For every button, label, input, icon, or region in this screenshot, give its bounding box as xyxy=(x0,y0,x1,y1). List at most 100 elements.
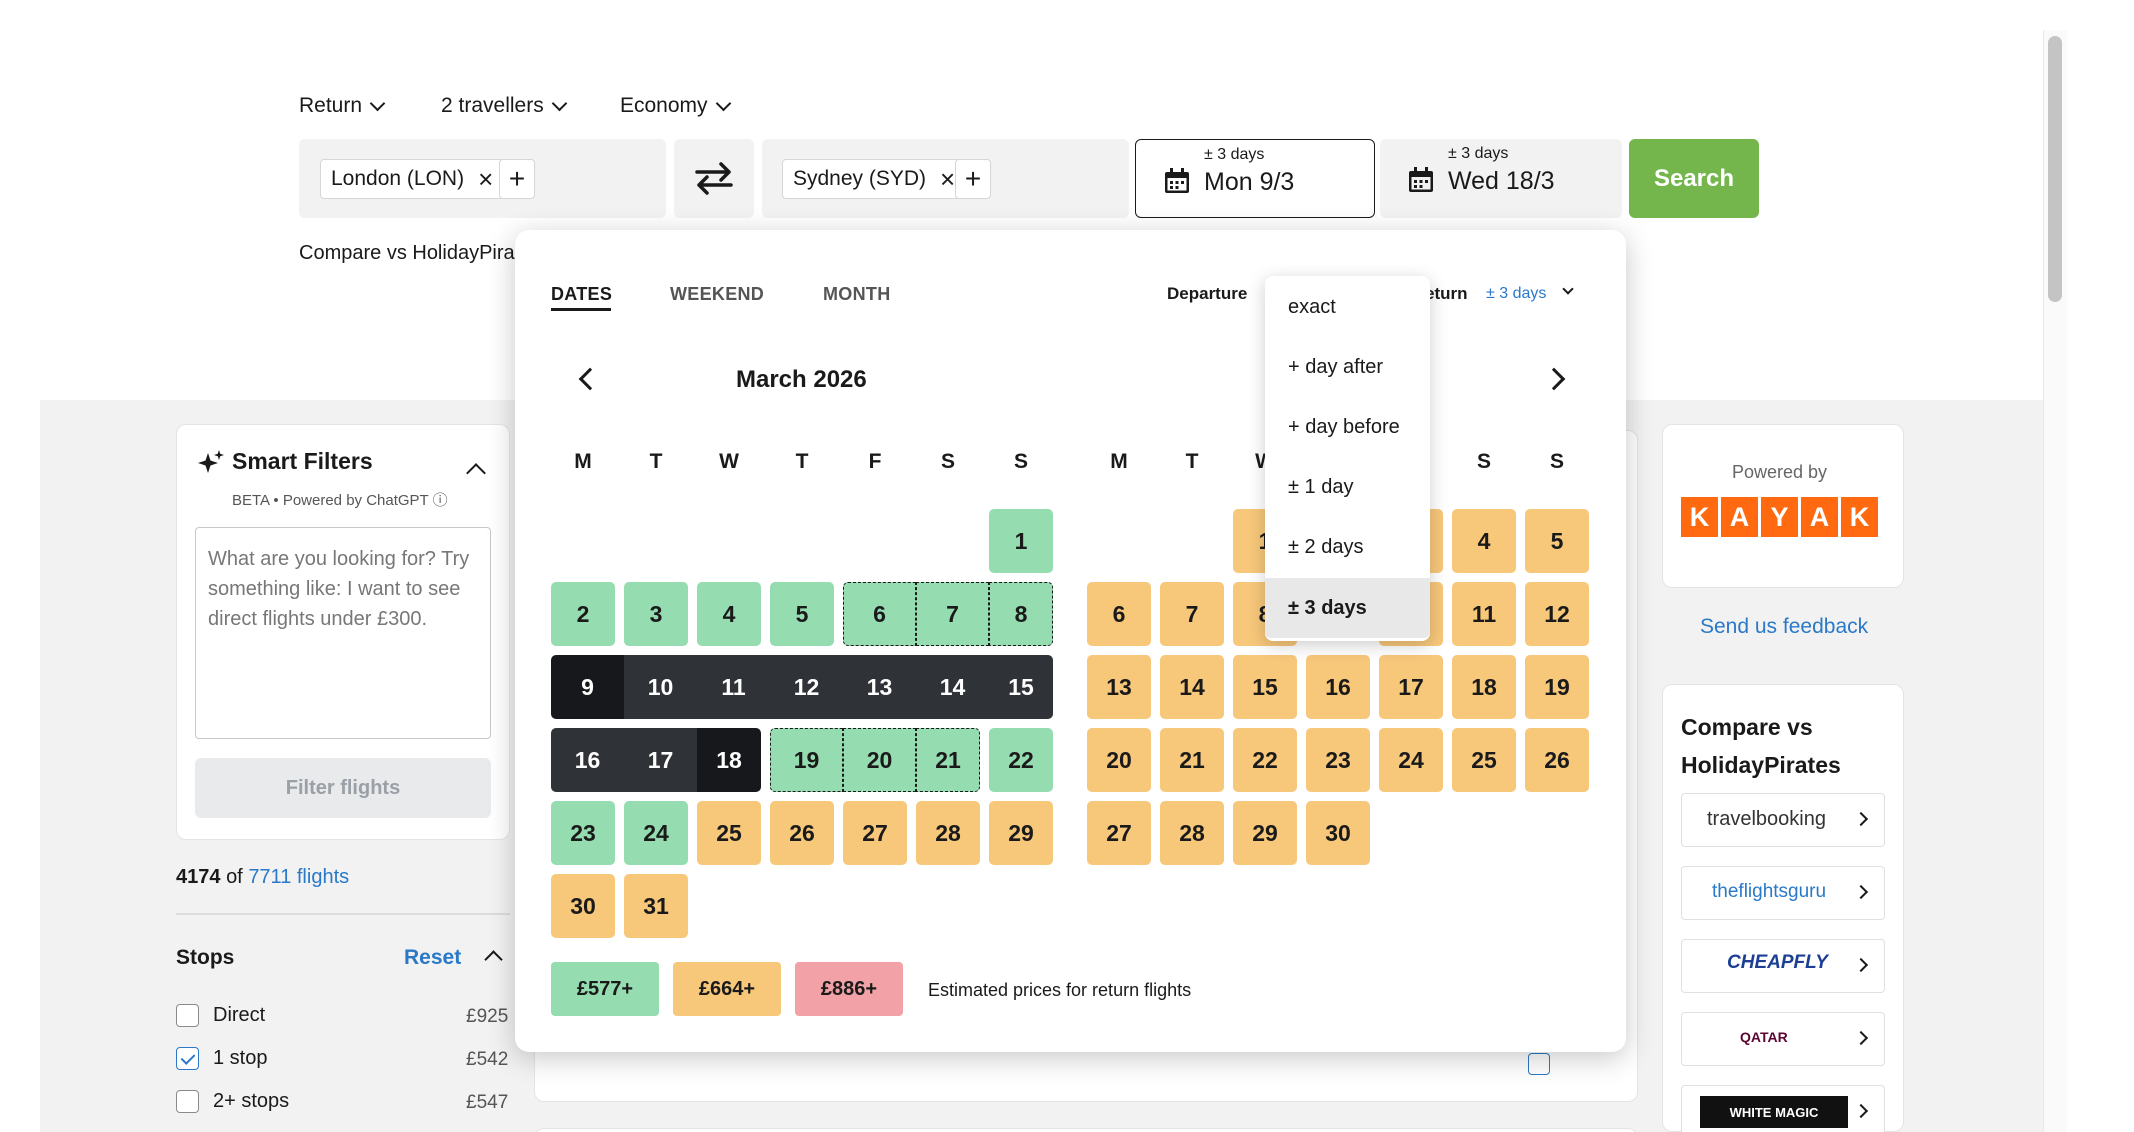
calendar-day[interactable]: 13 xyxy=(1087,655,1151,719)
calendar-day[interactable]: 15 xyxy=(989,655,1053,719)
calendar-day[interactable]: 31 xyxy=(624,874,688,938)
calendar-day[interactable]: 28 xyxy=(916,801,980,865)
checkbox[interactable] xyxy=(1528,1053,1550,1075)
calendar-day[interactable]: 7 xyxy=(1160,582,1224,646)
calendar-day[interactable]: 8 xyxy=(989,582,1053,646)
send-feedback-link[interactable]: Send us feedback xyxy=(1700,615,1869,638)
destination-field[interactable]: Sydney (SYD) × + xyxy=(762,139,1129,218)
add-destination-button[interactable]: + xyxy=(955,159,991,199)
calendar-day[interactable]: 20 xyxy=(1087,728,1151,792)
calendar-day[interactable]: 6 xyxy=(1087,582,1151,646)
add-origin-button[interactable]: + xyxy=(499,159,535,199)
calendar-day[interactable]: 19 xyxy=(770,728,843,792)
calendar-day[interactable]: 19 xyxy=(1525,655,1589,719)
calendar-day[interactable]: 11 xyxy=(697,655,770,719)
tab-dates[interactable]: DATES xyxy=(551,284,613,304)
calendar-day[interactable]: 23 xyxy=(1306,728,1370,792)
calendar-day[interactable]: 10 xyxy=(624,655,697,719)
calendar-day-selected[interactable]: 9 xyxy=(551,655,624,719)
calendar-day[interactable]: 30 xyxy=(551,874,615,938)
flex-option-2-days[interactable]: ± 2 days xyxy=(1288,535,1364,558)
tab-weekend[interactable]: WEEKEND xyxy=(670,284,765,304)
checkbox[interactable] xyxy=(176,1004,199,1027)
return-flex-value[interactable]: ± 3 days xyxy=(1486,285,1547,302)
calendar-day[interactable]: 14 xyxy=(916,655,989,719)
calendar-day[interactable]: 16 xyxy=(551,728,624,792)
calendar-day[interactable]: 17 xyxy=(1379,655,1443,719)
calendar-day[interactable]: 29 xyxy=(989,801,1053,865)
calendar-day[interactable]: 25 xyxy=(1452,728,1516,792)
flex-option-exact[interactable]: exact xyxy=(1288,295,1336,318)
search-button[interactable]: Search xyxy=(1629,139,1759,218)
close-icon[interactable]: × xyxy=(940,164,956,194)
calendar-day[interactable]: 6 xyxy=(843,582,916,646)
calendar-day[interactable]: 17 xyxy=(624,728,697,792)
calendar-day[interactable]: 22 xyxy=(1233,728,1297,792)
checkbox[interactable] xyxy=(176,1047,199,1070)
partner-cheapfly[interactable]: CHEAPFLY xyxy=(1681,939,1885,993)
calendar-day[interactable]: 13 xyxy=(843,655,916,719)
calendar-day[interactable]: 15 xyxy=(1233,655,1297,719)
calendar-day[interactable]: 20 xyxy=(843,728,916,792)
results-total-link[interactable]: 7711 flights xyxy=(248,866,350,888)
stops-reset-button[interactable]: Reset xyxy=(404,946,462,969)
calendar-day[interactable]: 24 xyxy=(624,801,688,865)
calendar-day[interactable]: 29 xyxy=(1233,801,1297,865)
flex-option-day-after[interactable]: + day after xyxy=(1288,355,1384,378)
calendar-day[interactable]: 25 xyxy=(697,801,761,865)
calendar-day[interactable]: 26 xyxy=(1525,728,1589,792)
calendar-day[interactable]: 27 xyxy=(843,801,907,865)
stop-option-2-stops[interactable]: 2+ stops xyxy=(176,1090,289,1113)
stop-option-1-stop[interactable]: 1 stop xyxy=(176,1047,267,1070)
calendar-day[interactable]: 11 xyxy=(1452,582,1516,646)
calendar-day[interactable]: 22 xyxy=(989,728,1053,792)
calendar-day[interactable]: 28 xyxy=(1160,801,1224,865)
calendar-day[interactable]: 26 xyxy=(770,801,834,865)
smart-filters-input[interactable]: What are you looking for? Try something … xyxy=(195,527,491,739)
travellers-dropdown[interactable]: 2 travellers xyxy=(441,94,567,118)
calendar-day[interactable]: 4 xyxy=(697,582,761,646)
trip-type-dropdown[interactable]: Return xyxy=(299,94,386,118)
swap-button[interactable] xyxy=(674,139,754,218)
origin-field[interactable]: London (LON) × + xyxy=(299,139,666,218)
calendar-day[interactable]: 12 xyxy=(770,655,843,719)
partner-theflightsguru[interactable]: theflightsguru xyxy=(1681,866,1885,920)
flex-option-day-before[interactable]: + day before xyxy=(1288,415,1400,438)
partner-travelbooking[interactable]: travelbooking xyxy=(1681,793,1885,847)
flex-option-1-day[interactable]: ± 1 day xyxy=(1288,475,1354,498)
calendar-day[interactable]: 21 xyxy=(916,728,980,792)
calendar-day-selected[interactable]: 18 xyxy=(697,728,761,792)
filter-flights-button[interactable]: Filter flights xyxy=(195,758,491,818)
depart-date-field[interactable]: ± 3 days Mon 9/3 xyxy=(1135,139,1375,218)
scrollbar-thumb[interactable] xyxy=(2048,36,2062,302)
calendar-day[interactable]: 1 xyxy=(989,509,1053,573)
compare-holidaypirates-link[interactable]: Compare vs HolidayPira xyxy=(299,242,515,264)
calendar-day[interactable]: 14 xyxy=(1160,655,1224,719)
calendar-day[interactable]: 27 xyxy=(1087,801,1151,865)
stop-option-direct[interactable]: Direct xyxy=(176,1004,265,1027)
return-date-field[interactable]: ± 3 days Wed 18/3 xyxy=(1380,139,1622,218)
calendar-day[interactable]: 7 xyxy=(916,582,989,646)
calendar-day[interactable]: 2 xyxy=(551,582,615,646)
calendar-day[interactable]: 5 xyxy=(1525,509,1589,573)
calendar-day[interactable]: 12 xyxy=(1525,582,1589,646)
chevron-right-icon xyxy=(1853,1030,1869,1046)
flex-option-3-days[interactable]: ± 3 days xyxy=(1265,578,1430,638)
calendar-day[interactable]: 16 xyxy=(1306,655,1370,719)
departure-flex-label[interactable]: Departure xyxy=(1167,284,1248,303)
calendar-day[interactable]: 21 xyxy=(1160,728,1224,792)
calendar-day[interactable]: 5 xyxy=(770,582,834,646)
calendar-day[interactable]: 18 xyxy=(1452,655,1516,719)
partner-whitemagic[interactable]: WHITE MAGIC xyxy=(1681,1085,1885,1132)
close-icon[interactable]: × xyxy=(478,164,494,194)
return-flex-label[interactable]: eturn xyxy=(1425,284,1468,303)
calendar-day[interactable]: 4 xyxy=(1452,509,1516,573)
calendar-day[interactable]: 23 xyxy=(551,801,615,865)
checkbox[interactable] xyxy=(176,1090,199,1113)
tab-month[interactable]: MONTH xyxy=(823,284,891,304)
calendar-day[interactable]: 30 xyxy=(1306,801,1370,865)
partner-qatar[interactable]: QATAR xyxy=(1681,1012,1885,1066)
calendar-day[interactable]: 24 xyxy=(1379,728,1443,792)
calendar-day[interactable]: 3 xyxy=(624,582,688,646)
cabin-dropdown[interactable]: Economy xyxy=(620,94,731,118)
